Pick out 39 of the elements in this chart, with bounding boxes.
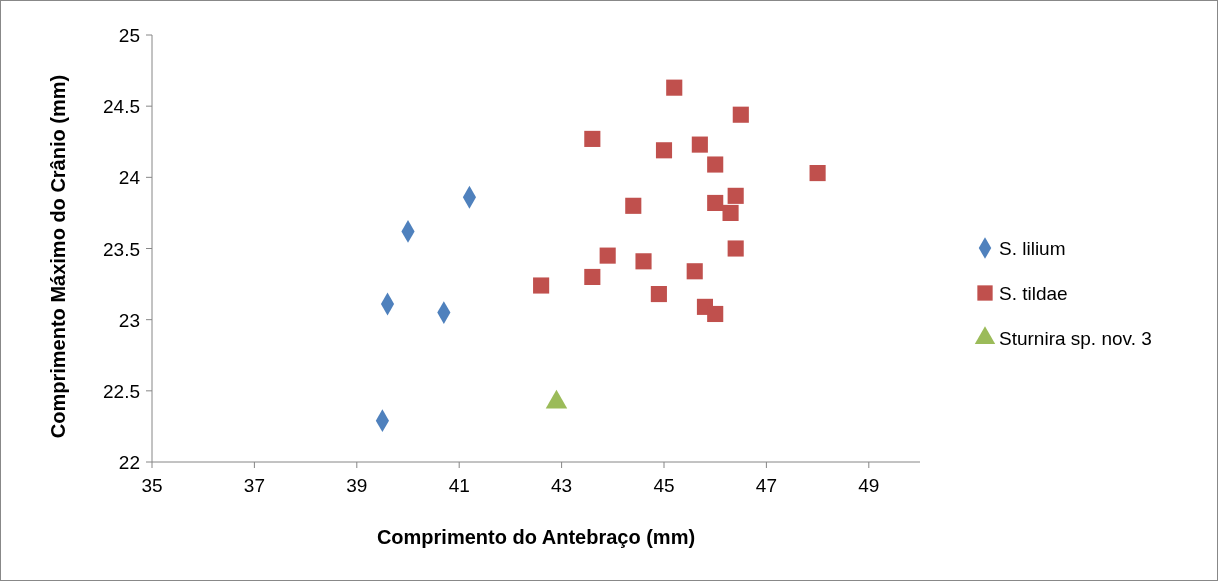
point (584, 268, 601, 286)
point (707, 305, 724, 323)
point (635, 253, 652, 270)
point (650, 285, 667, 303)
y-tick-label: 22 (118, 452, 140, 473)
point (722, 204, 739, 221)
x-tick-label: 47 (755, 475, 777, 496)
point (707, 156, 724, 173)
x-tick-label: 37 (243, 475, 265, 496)
point (533, 277, 550, 294)
point (584, 130, 601, 147)
point (707, 194, 724, 212)
x-tick-label: 49 (858, 475, 880, 496)
point (599, 247, 616, 264)
point (727, 187, 744, 204)
y-tick-label: 24 (118, 167, 141, 189)
x-axis-title: Comprimento do Antebraço (mm) (376, 526, 696, 548)
point (655, 142, 673, 159)
point (666, 79, 683, 96)
legend-label: S. lilium (999, 238, 1066, 259)
y-tick-label: 25 (118, 25, 140, 46)
legend-label: S. tildae (999, 283, 1068, 304)
legend-label: Sturnira sp. nov. 3 (999, 328, 1152, 349)
x-tick-label: 41 (448, 475, 470, 496)
point (809, 165, 826, 182)
point (727, 240, 744, 257)
x-tick-label: 35 (141, 475, 163, 496)
x-tick-label: 39 (346, 475, 368, 496)
x-tick-label: 43 (551, 475, 573, 496)
y-tick-label: 22.5 (103, 380, 140, 402)
x-tick-label: 45 (653, 475, 675, 496)
y-tick-label: 24.5 (103, 96, 140, 118)
point (686, 263, 703, 280)
point (691, 136, 708, 153)
y-tick-label: 23 (118, 309, 140, 331)
y-tick-label: 23.5 (103, 238, 140, 260)
point (732, 106, 749, 123)
y-axis-title: Comprimento Máximo do Crânio (mm) (47, 74, 69, 439)
point (625, 197, 642, 214)
